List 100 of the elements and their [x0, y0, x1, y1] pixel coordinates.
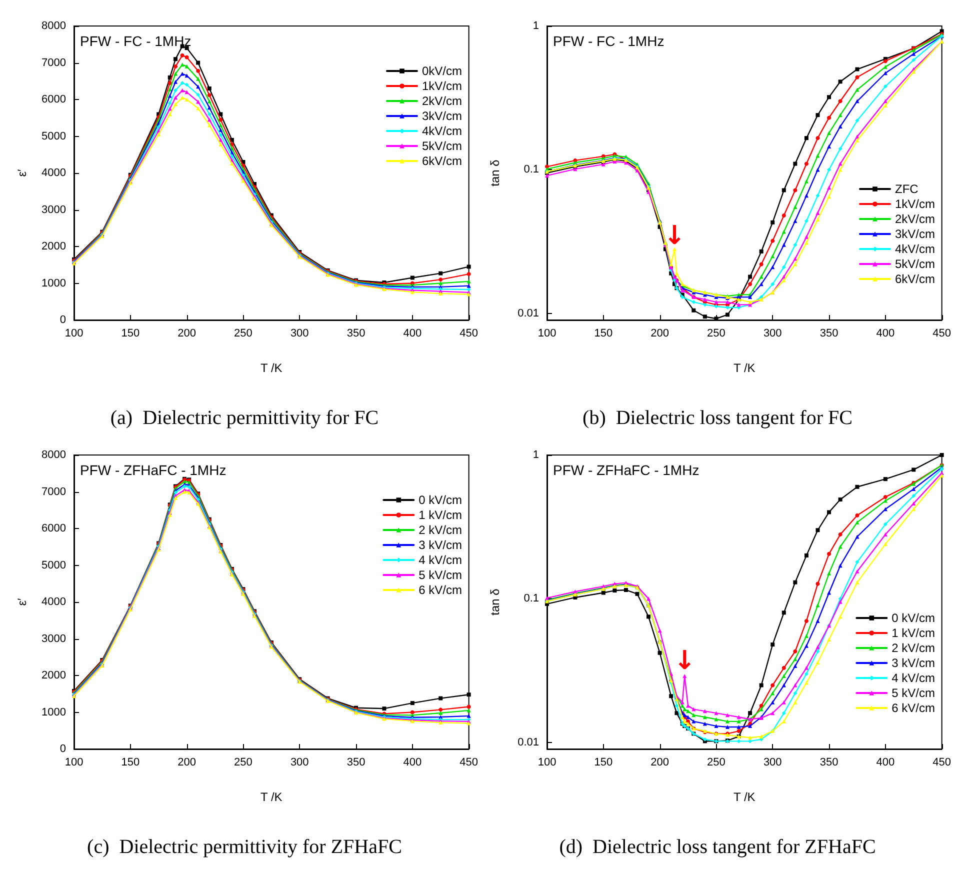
legend-label: 0 kV/cm: [418, 493, 462, 507]
x-tick-label: 250: [234, 756, 252, 768]
y-tick-label: 3000: [42, 204, 66, 216]
y-tick-label: 0: [60, 743, 66, 755]
legend-label: 4kV/cm: [422, 124, 462, 138]
y-tick-label: 2000: [42, 670, 66, 682]
legend-label: 2kV/cm: [894, 212, 936, 226]
x-tick-label: 350: [346, 756, 366, 768]
y-axis-title: tan δ: [488, 588, 502, 616]
x-tick-label: 400: [403, 756, 422, 768]
x-tick-label: 150: [594, 328, 613, 340]
x-tick-label: 200: [178, 328, 196, 340]
x-tick-label: 100: [64, 756, 84, 768]
x-tick-label: 300: [763, 756, 782, 768]
x-tick-label: 250: [234, 328, 252, 340]
x-tick-label: 250: [707, 328, 726, 340]
legend-label: 6 kV/cm: [892, 701, 936, 715]
y-tick-label: 5000: [42, 130, 66, 142]
legend-label: 2 kV/cm: [418, 523, 462, 537]
x-tick-label: 350: [820, 328, 838, 340]
x-tick-label: 350: [346, 328, 366, 340]
x-tick-label: 300: [290, 756, 309, 768]
legend-label: 1kV/cm: [422, 79, 462, 93]
x-tick-label: 450: [932, 756, 952, 768]
y-axis-title: ε′: [15, 597, 29, 606]
y-tick-label: 1: [532, 20, 539, 32]
text: (a) Dielectric permittivity for FC: [110, 407, 379, 429]
x-tick-label: 150: [121, 756, 140, 768]
y-tick-label: 3000: [42, 632, 66, 645]
legend-label: 6kV/cm: [894, 272, 936, 286]
y-tick-label: 0: [60, 314, 66, 326]
x-tick-label: 450: [460, 328, 478, 340]
legend-label: ZFC: [894, 182, 919, 196]
x-tick-label: 300: [290, 328, 309, 340]
x-tick-label: 400: [876, 328, 895, 340]
x-tick-label: 100: [538, 756, 556, 768]
y-tick-label: 6000: [42, 522, 66, 534]
annotation: ↓: [664, 221, 686, 252]
x-tick-label: 250: [707, 756, 726, 768]
legend-label: 4 kV/cm: [418, 553, 462, 567]
x-tick-label: 400: [876, 756, 895, 768]
x-tick-label: 100: [64, 328, 84, 340]
y-tick-label: 7000: [42, 56, 66, 69]
legend-label: 0kV/cm: [422, 64, 462, 78]
legend-label: 3kV/cm: [422, 109, 462, 123]
y-tick-label: 7000: [42, 486, 66, 498]
x-tick-label: 200: [650, 756, 669, 768]
legend-label: 2kV/cm: [422, 94, 462, 108]
legend-label: 6kV/cm: [422, 154, 462, 168]
y-tick-label: 5000: [42, 559, 66, 572]
x-tick-label: 450: [460, 756, 478, 768]
legend-label: 4kV/cm: [894, 242, 936, 256]
text: (c) Dielectric permittivity for ZFHaFC: [87, 836, 402, 858]
x-tick-label: 400: [403, 328, 422, 340]
y-tick-label: 1: [532, 449, 539, 461]
legend-label: 0 kV/cm: [892, 611, 936, 625]
y-axis-title: tan δ: [488, 159, 502, 186]
y-tick-label: 0.1: [524, 164, 539, 176]
x-tick-label: 100: [538, 328, 556, 340]
x-tick-label: 300: [763, 328, 782, 340]
y-tick-label: 8000: [42, 449, 66, 461]
legend-label: 6 kV/cm: [418, 583, 462, 597]
annotation: PFW - FC - 1MHz: [553, 33, 664, 49]
legend-label: 3kV/cm: [894, 227, 936, 241]
legend-label: 4 kV/cm: [892, 671, 936, 685]
x-tick-label: 150: [121, 328, 140, 340]
legend-label: 3 kV/cm: [892, 656, 936, 670]
x-tick-label: 450: [932, 328, 952, 340]
y-tick-label: 0.01: [518, 736, 539, 748]
legend-label: 3 kV/cm: [418, 538, 462, 552]
x-tick-label: 350: [820, 756, 838, 768]
x-axis-title: T /K: [734, 361, 756, 375]
y-axis-title: ε′: [15, 168, 29, 177]
legend-label: 1 kV/cm: [418, 508, 462, 522]
annotation: PFW - FC - 1MHz: [80, 33, 192, 49]
x-tick-label: 200: [650, 328, 669, 340]
text: (d) Dielectric loss tangent for ZFHaFC: [559, 836, 876, 858]
legend-label: 1kV/cm: [894, 197, 936, 211]
y-tick-label: 4000: [42, 167, 66, 179]
y-tick-label: 2000: [42, 240, 66, 252]
x-axis-title: T /K: [734, 790, 756, 804]
y-tick-label: 4000: [42, 596, 66, 608]
x-tick-label: 200: [178, 756, 196, 768]
y-tick-label: 6000: [42, 94, 66, 106]
x-axis-title: T /K: [260, 790, 282, 804]
annotation: PFW - ZFHaFC - 1MHz: [80, 462, 226, 478]
x-tick-label: 150: [594, 756, 613, 768]
legend-label: 2 kV/cm: [892, 641, 936, 655]
y-tick-label: 0.01: [518, 307, 539, 320]
legend-label: 5kV/cm: [422, 139, 462, 153]
y-tick-label: 1000: [42, 706, 66, 718]
annotation: ↓: [674, 646, 696, 676]
legend-label: 5 kV/cm: [418, 568, 462, 582]
text: (b) Dielectric loss tangent for FC: [582, 407, 852, 429]
annotation: PFW - ZFHaFC - 1MHz: [553, 462, 700, 478]
y-tick-label: 0.1: [524, 592, 539, 605]
legend-label: 5kV/cm: [894, 257, 936, 271]
y-tick-label: 8000: [42, 20, 66, 32]
y-tick-label: 1000: [42, 277, 66, 290]
legend-label: 1 kV/cm: [892, 626, 936, 640]
